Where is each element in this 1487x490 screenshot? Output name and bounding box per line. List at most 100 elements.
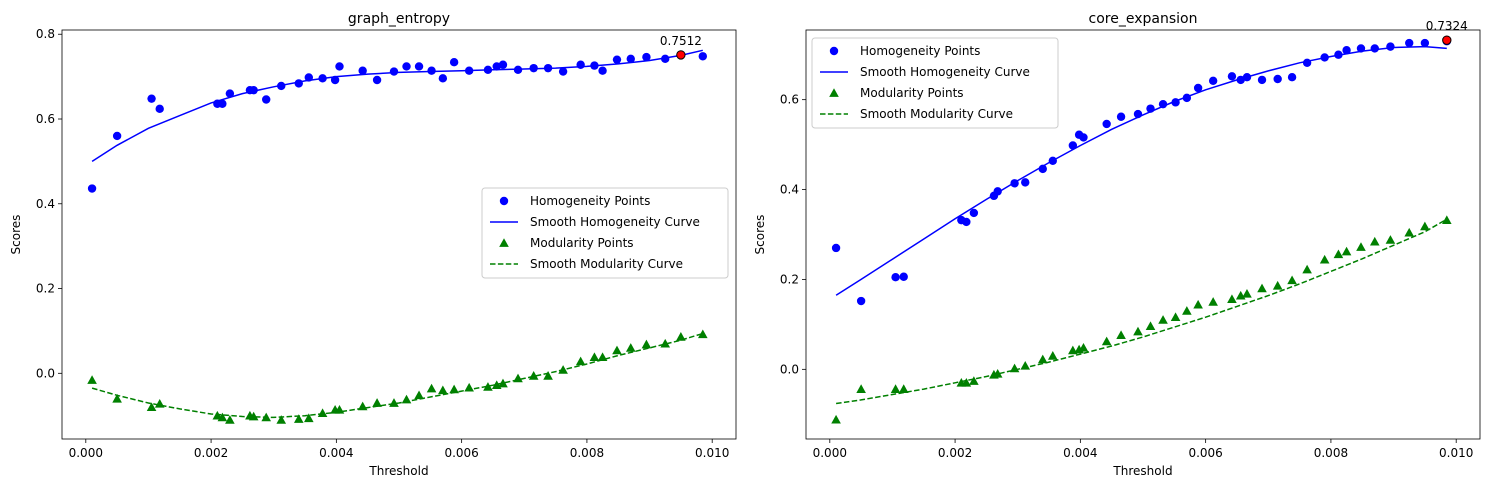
data-point bbox=[318, 74, 327, 83]
legend: Homogeneity Points Smooth Homogeneity Cur… bbox=[481, 187, 729, 279]
y-tick-label: 0.4 bbox=[780, 183, 799, 197]
data-point bbox=[147, 94, 156, 103]
data-point bbox=[449, 384, 459, 394]
data-point bbox=[335, 62, 344, 71]
chart-title: core_expansion bbox=[1089, 11, 1198, 27]
subplot-1: graph_entropy 0.000 0.002 0.004 0.006 0.008 0.… bbox=[9, 11, 737, 478]
data-point bbox=[1101, 336, 1112, 346]
legend-label: Smooth Modularity Curve bbox=[860, 107, 1013, 121]
series-line bbox=[91, 332, 704, 419]
data-point bbox=[401, 394, 412, 404]
data-point bbox=[576, 60, 585, 69]
subplot-2: core_expansion 0.000 0.002 0.004 0.006 0.008 0… bbox=[753, 11, 1481, 478]
data-point bbox=[1356, 242, 1366, 251]
data-point bbox=[1158, 99, 1168, 109]
x-tick-label: 0.006 bbox=[1188, 446, 1222, 460]
data-point bbox=[641, 339, 652, 349]
data-point bbox=[1068, 141, 1078, 150]
data-point bbox=[1102, 119, 1111, 129]
data-point bbox=[225, 415, 235, 424]
legend-label: Homogeneity Points bbox=[530, 194, 650, 208]
legend-label: Modularity Points bbox=[860, 86, 964, 100]
data-point bbox=[154, 399, 165, 408]
data-point bbox=[961, 378, 972, 387]
x-tick-label: 0.002 bbox=[938, 446, 972, 460]
data-point bbox=[498, 378, 508, 388]
data-point bbox=[1287, 72, 1297, 82]
y-axis-title: Scores bbox=[753, 215, 767, 255]
data-point bbox=[1442, 215, 1452, 224]
data-point bbox=[575, 356, 586, 366]
data-point bbox=[483, 65, 493, 75]
data-point bbox=[1009, 363, 1020, 373]
data-point bbox=[528, 371, 539, 380]
data-point bbox=[414, 62, 424, 71]
data-point bbox=[1021, 178, 1030, 187]
x-tick-label: 0.004 bbox=[319, 446, 353, 460]
legend-label: Smooth Homogeneity Curve bbox=[860, 65, 1030, 79]
data-point bbox=[558, 67, 568, 76]
data-point bbox=[1146, 104, 1155, 113]
data-point bbox=[483, 382, 493, 391]
data-point bbox=[248, 411, 259, 421]
x-axis-title: Threshold bbox=[1112, 464, 1172, 478]
data-point bbox=[1048, 156, 1057, 165]
data-point bbox=[698, 52, 708, 61]
data-point bbox=[612, 55, 622, 64]
x-tick-label: 0.008 bbox=[1314, 446, 1348, 460]
legend-handle bbox=[499, 196, 509, 206]
data-point bbox=[464, 66, 474, 75]
data-point bbox=[969, 376, 979, 385]
data-point bbox=[1171, 98, 1180, 107]
highlight-point bbox=[676, 50, 686, 60]
legend-box bbox=[481, 187, 729, 279]
x-axis-title: Threshold bbox=[368, 464, 428, 478]
x-tick-label: 0.006 bbox=[444, 446, 478, 460]
data-point bbox=[304, 73, 313, 82]
data-point bbox=[856, 384, 866, 393]
data-point bbox=[249, 85, 258, 95]
data-point bbox=[597, 352, 608, 362]
data-point bbox=[1242, 289, 1252, 298]
data-point bbox=[1405, 38, 1414, 48]
legend-label: Smooth Homogeneity Curve bbox=[530, 215, 700, 229]
axes-frame bbox=[805, 29, 1481, 440]
data-point bbox=[1020, 360, 1031, 370]
data-point bbox=[1170, 312, 1181, 322]
data-point bbox=[626, 54, 635, 64]
data-point bbox=[402, 62, 411, 71]
data-point bbox=[498, 60, 508, 69]
data-point bbox=[1242, 72, 1252, 82]
data-point bbox=[1116, 112, 1126, 121]
max-annotation: 0.7324 bbox=[1426, 19, 1468, 33]
data-point bbox=[1236, 75, 1245, 85]
data-point bbox=[334, 404, 345, 414]
x-tick-label: 0.004 bbox=[1063, 446, 1097, 460]
data-point bbox=[642, 52, 651, 62]
data-point bbox=[225, 89, 235, 98]
data-point bbox=[598, 66, 607, 75]
data-point bbox=[969, 208, 979, 218]
data-point bbox=[513, 65, 523, 75]
data-point bbox=[529, 63, 538, 73]
data-point bbox=[1227, 294, 1237, 304]
data-point bbox=[277, 81, 286, 91]
data-point bbox=[1356, 44, 1366, 53]
data-point bbox=[427, 66, 436, 75]
data-point bbox=[1386, 42, 1395, 51]
data-point bbox=[1193, 299, 1203, 309]
data-point bbox=[1420, 38, 1430, 48]
data-point bbox=[112, 131, 122, 141]
data-point bbox=[261, 412, 272, 422]
data-point bbox=[590, 61, 599, 70]
data-point bbox=[262, 95, 271, 104]
y-tick-label: 0.6 bbox=[36, 112, 55, 126]
legend-handle bbox=[829, 46, 839, 56]
data-point bbox=[1302, 264, 1312, 274]
data-point bbox=[1079, 133, 1088, 142]
data-point bbox=[414, 390, 424, 400]
y-tick-label: 0.2 bbox=[36, 282, 55, 296]
legend-label: Modularity Points bbox=[530, 236, 634, 250]
data-point bbox=[317, 408, 328, 417]
